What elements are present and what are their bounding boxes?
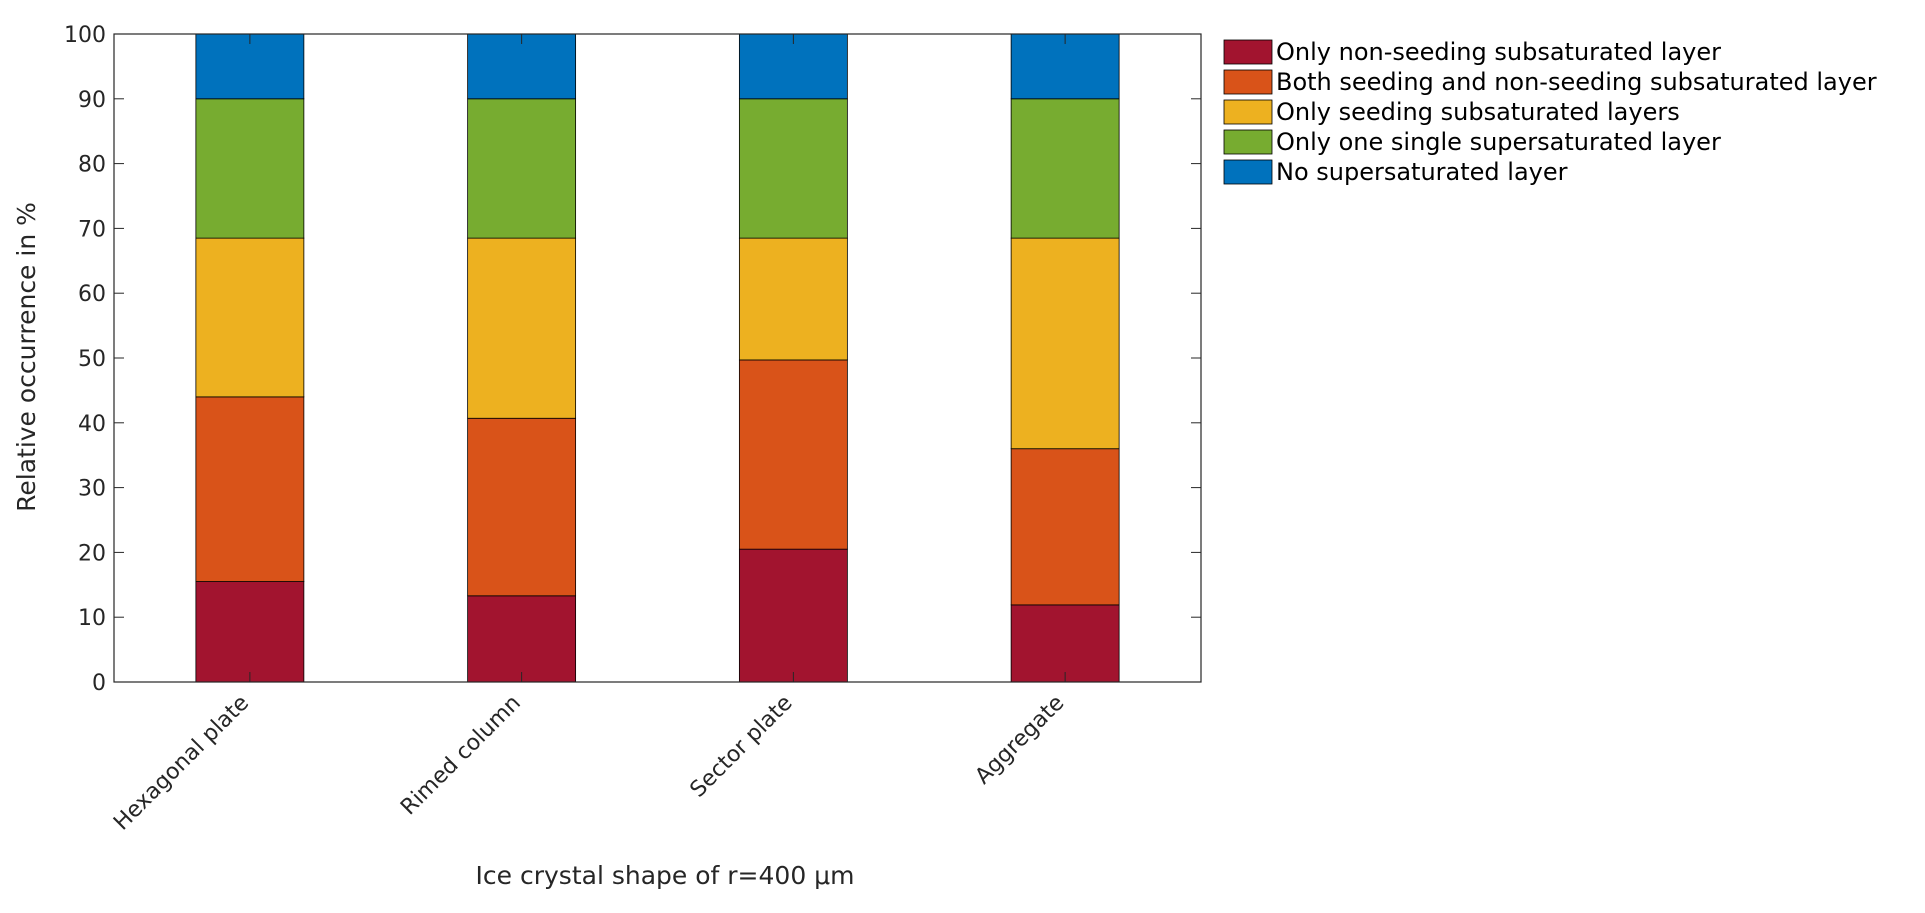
y-tick-label: 70 <box>78 217 106 242</box>
bars-group <box>195 33 1120 683</box>
y-axis: 0 10 20 30 40 50 60 70 80 90 100 <box>64 23 1201 696</box>
x-tick-label: Aggregate <box>971 691 1070 790</box>
bar-segment-3-3 <box>738 237 848 361</box>
y-tick-label: 40 <box>78 412 106 437</box>
legend-label: No supersaturated layer <box>1276 158 1568 186</box>
y-tick-label: 20 <box>78 541 106 566</box>
y-tick-label: 80 <box>78 153 106 178</box>
bar-segment-2-3 <box>467 237 577 419</box>
y-axis-title: Relative occurrence in % <box>12 202 41 512</box>
bar-segment-1-1 <box>195 581 305 683</box>
y-tick-label: 30 <box>78 477 106 502</box>
bar-segment-4-5 <box>1010 33 1120 100</box>
bar-segment-4-1 <box>1010 604 1120 683</box>
legend: Only non-seeding subsaturated layerBoth … <box>1223 38 1877 186</box>
bar-segment-4-3 <box>1010 237 1120 450</box>
bar-segment-1-2 <box>195 396 305 582</box>
bar-segment-4-2 <box>1010 448 1120 606</box>
y-tick-label: 50 <box>78 347 106 372</box>
legend-swatch <box>1223 129 1273 155</box>
y-tick-label: 10 <box>78 606 106 631</box>
bar-segment-3-2 <box>738 359 848 550</box>
legend-swatch <box>1223 39 1273 65</box>
bar-segment-4-4 <box>1010 98 1120 239</box>
x-axis-title: Ice crystal shape of r=400 μm <box>476 861 855 890</box>
legend-label: Both seeding and non-seeding subsaturate… <box>1276 68 1877 96</box>
y-tick-label: 60 <box>78 282 106 307</box>
y-tick-label: 100 <box>64 23 106 48</box>
x-tick-label: Hexagonal plate <box>109 691 254 836</box>
legend-swatch <box>1223 99 1273 125</box>
legend-label: Only seeding subsaturated layers <box>1276 98 1680 126</box>
legend-swatch <box>1223 159 1273 185</box>
x-tick-label: Sector plate <box>686 691 798 803</box>
legend-label: Only non-seeding subsaturated layer <box>1276 38 1721 66</box>
bar-segment-3-1 <box>738 548 848 683</box>
x-tick-label: Rimed column <box>396 691 526 821</box>
bar-segment-1-3 <box>195 237 305 398</box>
legend-label: Only one single supersaturated layer <box>1276 128 1721 156</box>
bar-segment-1-4 <box>195 98 305 239</box>
y-tick-label: 0 <box>92 671 106 696</box>
bar-segment-2-5 <box>467 33 577 100</box>
bar-segment-2-4 <box>467 98 577 239</box>
bar-segment-2-2 <box>467 417 577 597</box>
bar-segment-3-4 <box>738 98 848 239</box>
bar-segment-2-1 <box>467 595 577 683</box>
bar-segment-1-5 <box>195 33 305 100</box>
legend-swatch <box>1223 69 1273 95</box>
y-tick-label: 90 <box>78 88 106 113</box>
